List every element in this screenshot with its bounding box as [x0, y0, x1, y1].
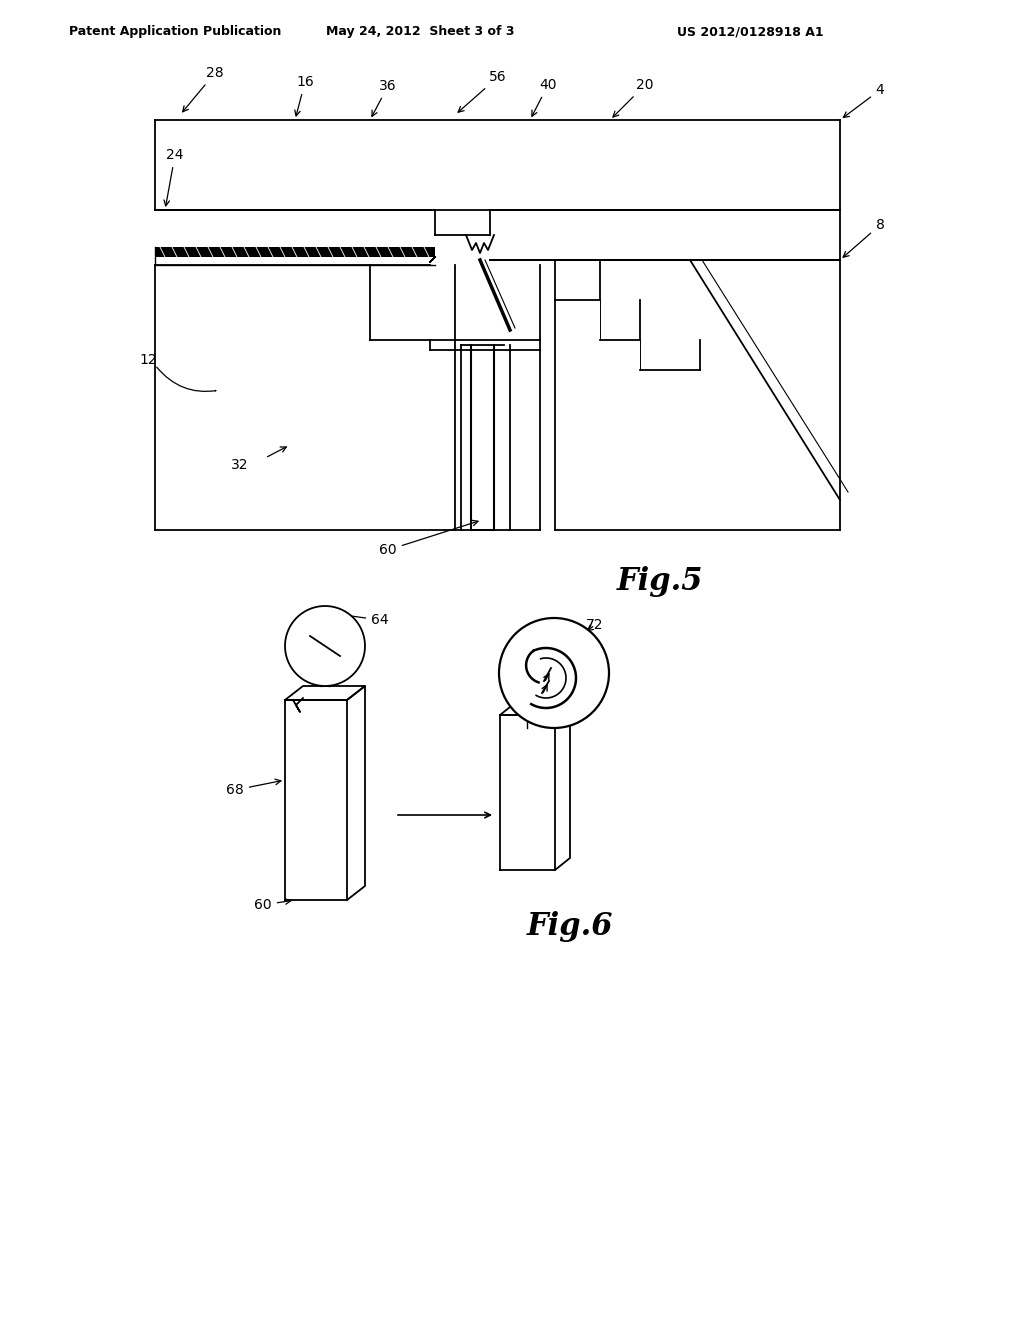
Text: 32: 32: [231, 458, 249, 473]
Text: Fig.6: Fig.6: [526, 911, 613, 942]
Text: US 2012/0128918 A1: US 2012/0128918 A1: [677, 25, 823, 38]
Circle shape: [499, 618, 609, 729]
Polygon shape: [155, 247, 435, 257]
Text: 36: 36: [372, 79, 397, 116]
Text: 64: 64: [319, 610, 389, 627]
Text: 28: 28: [182, 66, 224, 112]
Text: Patent Application Publication: Patent Application Publication: [69, 25, 282, 38]
Text: 24: 24: [164, 148, 183, 206]
Text: May 24, 2012  Sheet 3 of 3: May 24, 2012 Sheet 3 of 3: [326, 25, 514, 38]
Circle shape: [285, 606, 365, 686]
Text: 68: 68: [226, 779, 281, 797]
FancyArrowPatch shape: [157, 367, 216, 392]
Text: 60: 60: [379, 520, 478, 557]
Text: 72: 72: [587, 618, 604, 632]
Text: 16: 16: [295, 75, 314, 116]
Text: 60: 60: [254, 898, 291, 912]
Text: Fig.5: Fig.5: [616, 566, 703, 597]
Text: 20: 20: [613, 78, 653, 117]
Text: 56: 56: [458, 70, 507, 112]
Text: 4: 4: [844, 83, 885, 117]
Text: 8: 8: [843, 218, 885, 257]
Text: 12: 12: [139, 352, 157, 367]
Text: 40: 40: [531, 78, 557, 116]
